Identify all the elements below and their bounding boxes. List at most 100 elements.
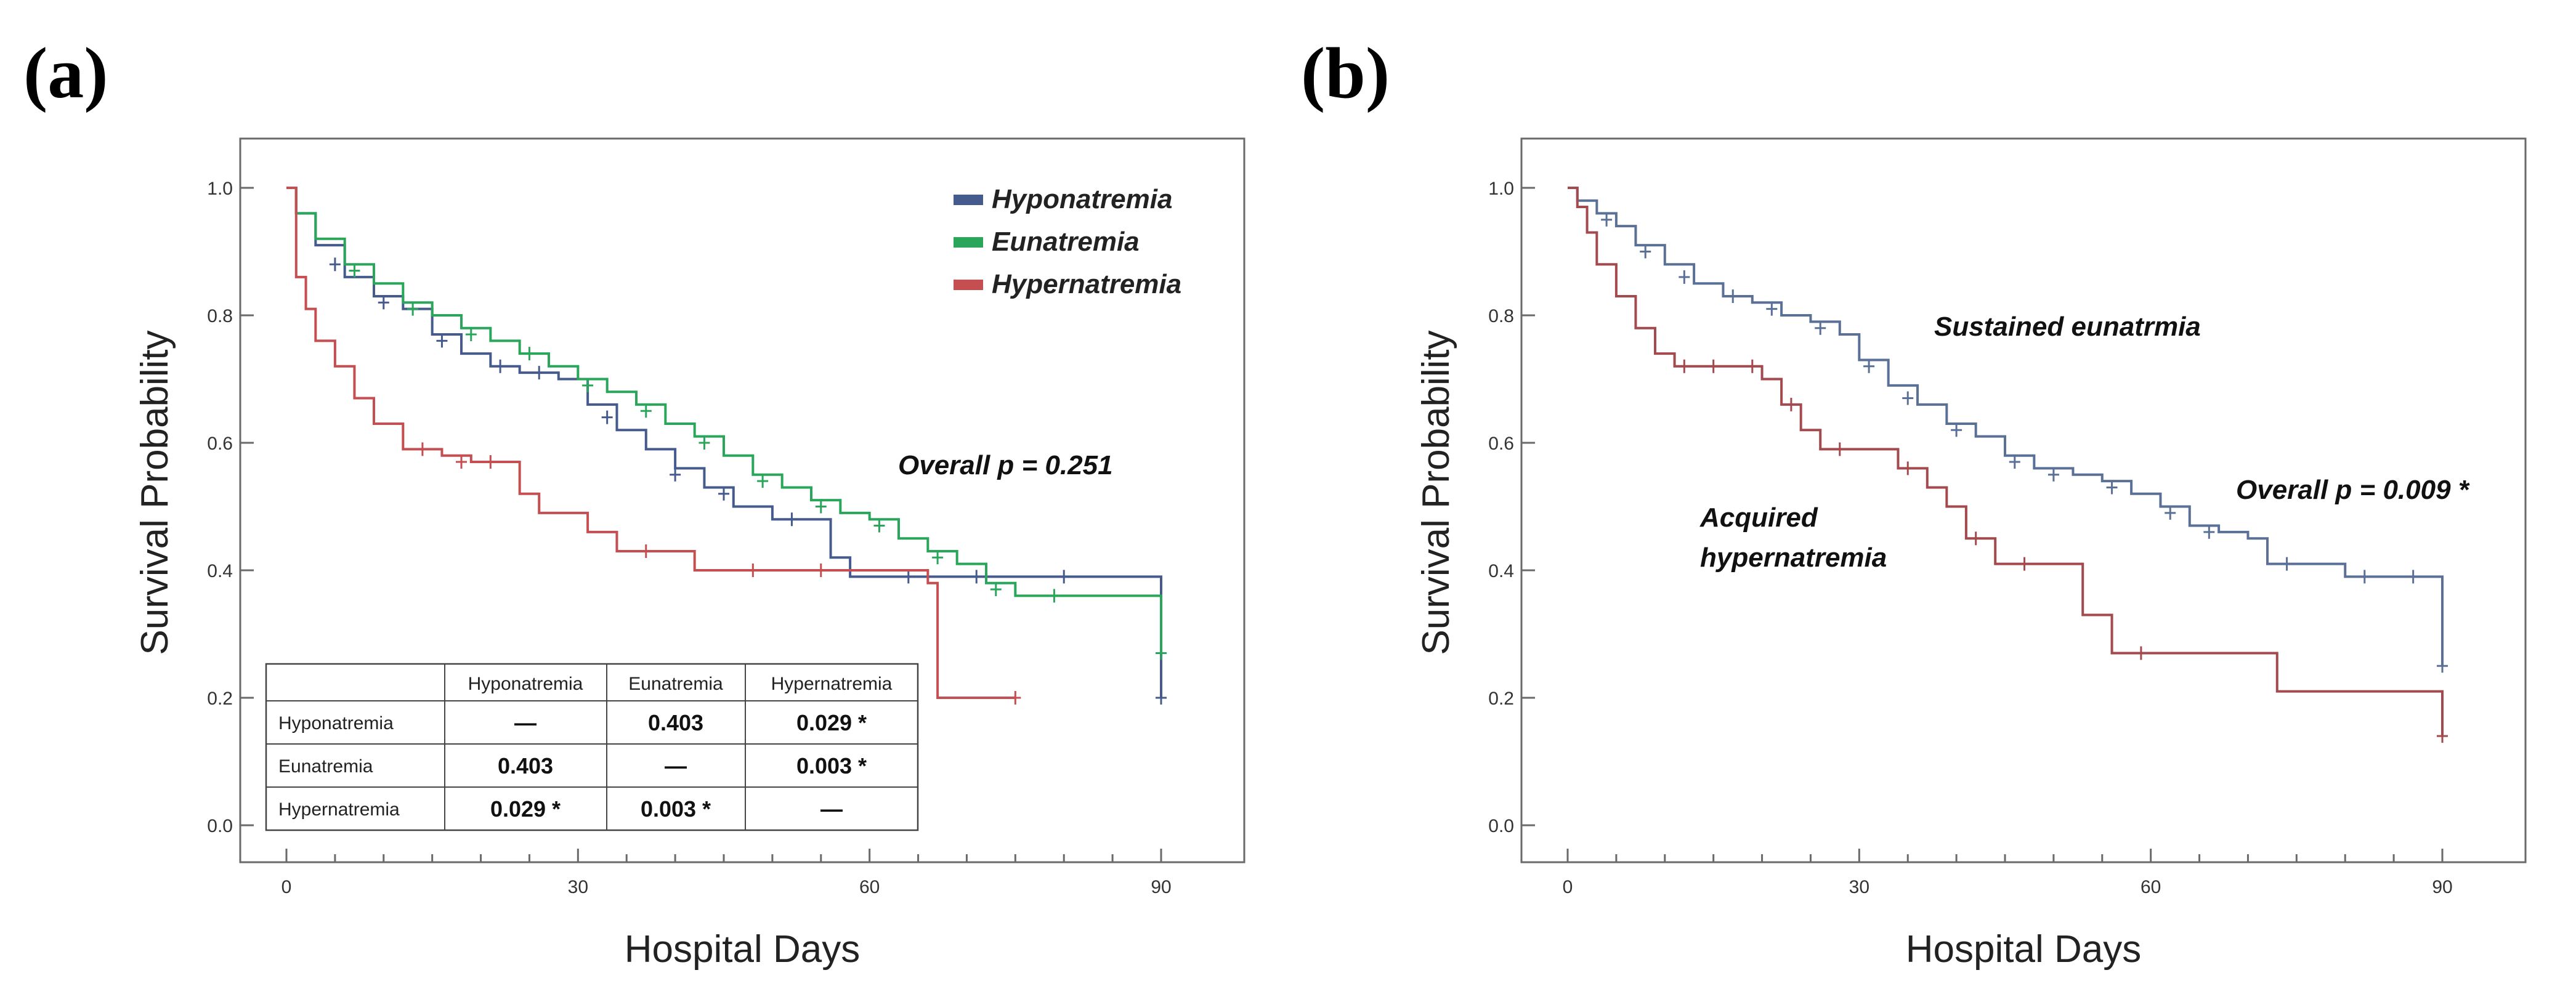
censor-mark-hypernatremia	[416, 442, 428, 456]
table-cell: —	[820, 796, 843, 822]
censor-mark-sustained-eunatrmia	[2009, 455, 2020, 469]
censor-mark-hyponatremia	[971, 570, 982, 584]
legend-label-eunatremia: Eunatremia	[992, 227, 1140, 257]
x-tick-label: 90	[2432, 877, 2452, 897]
censor-mark-eunatremia	[640, 404, 652, 418]
y-tick-label: 1.0	[207, 179, 233, 199]
plot-frame-b	[1520, 137, 2527, 863]
censor-mark-eunatremia	[699, 436, 710, 450]
y-tick-label: 0.4	[1488, 561, 1514, 581]
censor-mark-hyponatremia	[1058, 570, 1070, 584]
censor-mark-hyponatremia	[436, 334, 448, 348]
overall-p-annotation-b: Overall p = 0.009 *	[2236, 475, 2470, 505]
axis-ticks-a: 0.0 0.2 0.4 0.6 0.8 1.0 0 30 60 90	[207, 179, 1171, 897]
censor-mark-hyponatremia	[902, 570, 914, 584]
y-axis-title-a: Survival Probability	[134, 330, 176, 655]
censor-mark-hypernatremia	[747, 564, 759, 577]
censor-mark-acquired-hypernatremia	[1834, 442, 1845, 456]
y-tick-label: 0.2	[1488, 689, 1514, 709]
censor-mark-hyponatremia	[329, 257, 341, 272]
censor-mark-eunatremia	[582, 378, 594, 392]
censor-mark-hyponatremia	[533, 366, 545, 380]
y-tick-label: 0.6	[207, 434, 233, 454]
censor-mark-eunatremia	[815, 499, 827, 514]
y-axis-title-b: Survival Probability	[1415, 330, 1457, 655]
survival-curve-sustained-eunatrmia	[1568, 187, 2444, 666]
censor-mark-eunatremia	[465, 328, 477, 342]
x-tick-label: 0	[281, 877, 292, 897]
censor-mark-acquired-hypernatremia	[1746, 359, 1758, 373]
panel-label-b: (b)	[1301, 33, 1390, 113]
censor-mark-hyponatremia	[495, 359, 506, 373]
censor-mark-hyponatremia	[378, 296, 389, 310]
table-row-label: Hypernatremia	[278, 799, 400, 820]
censor-mark-sustained-eunatrmia	[1951, 423, 1962, 437]
y-tick-label: 0.8	[207, 306, 233, 326]
overall-p-annotation-a: Overall p = 0.251	[898, 450, 1113, 480]
y-tick-label: 0.4	[207, 561, 233, 581]
censor-mark-sustained-eunatrmia	[2281, 557, 2293, 571]
censor-mark-acquired-hypernatremia	[1707, 359, 1719, 373]
survival-curve-acquired-hypernatremia	[1568, 187, 2444, 737]
axis-ticks-b: 0.0 0.2 0.4 0.6 0.8 1.0 0 30 60 90	[1488, 179, 2452, 897]
censor-mark-acquired-hypernatremia	[1902, 461, 1914, 475]
table-row-label: Eunatremia	[278, 756, 373, 777]
censor-mark-sustained-eunatrmia	[1640, 244, 1651, 259]
censor-mark-sustained-eunatrmia	[1902, 391, 1914, 405]
censor-mark-eunatremia	[757, 474, 769, 488]
panel-a: (a) 0.0 0.2 0.4 0.6 0.8 1.0 0 30 60 90 Survival P…	[23, 33, 1245, 971]
legend-swatch-eunatremia	[954, 237, 983, 248]
table-col-header: Hyponatremia	[468, 674, 583, 694]
x-tick-label: 30	[1849, 877, 1869, 897]
x-axis-title-a: Hospital Days	[625, 928, 860, 971]
x-tick-label: 0	[1563, 877, 1573, 897]
censor-mark-acquired-hypernatremia	[2135, 646, 2147, 660]
censor-mark-sustained-eunatrmia	[1727, 289, 1739, 303]
censor-mark-hyponatremia	[1156, 691, 1167, 705]
hypernatremia-annotation: hypernatremia	[1700, 543, 1887, 573]
censor-mark-sustained-eunatrmia	[2359, 570, 2370, 584]
x-tick-label: 60	[2141, 877, 2161, 897]
censor-mark-acquired-hypernatremia	[1785, 397, 1797, 411]
censor-mark-sustained-eunatrmia	[2407, 570, 2419, 584]
sustained-eunatremia-annotation: Sustained eunatrmia	[1934, 312, 2201, 342]
censor-mark-sustained-eunatrmia	[2203, 525, 2215, 539]
censor-mark-hypernatremia	[815, 564, 827, 577]
y-tick-label: 0.0	[207, 816, 233, 836]
pairwise-table: Hyponatremia Eunatremia Hypernatremia Hy…	[265, 663, 919, 831]
x-tick-label: 60	[859, 877, 880, 897]
legend-a: Hyponatremia Eunatremia Hypernatremia	[954, 184, 1181, 299]
legend-label-hypernatremia: Hypernatremia	[992, 269, 1181, 299]
panel-b: (b) 0.0 0.2 0.4 0.6 0.8 1.0 0 30 60 90 Survival P…	[1301, 33, 2527, 971]
table-cell: —	[665, 753, 687, 778]
table-cell: 0.029 *	[796, 710, 867, 735]
censor-mark-hypernatremia	[640, 544, 652, 558]
legend-swatch-hyponatremia	[954, 195, 983, 205]
censor-mark-sustained-eunatrmia	[1815, 321, 1826, 335]
table-cell: 0.403	[498, 753, 553, 778]
y-tick-label: 0.2	[207, 689, 233, 709]
censor-mark-eunatremia	[990, 583, 1002, 597]
y-tick-label: 0.8	[1488, 306, 1514, 326]
censor-mark-eunatremia	[349, 264, 360, 278]
censor-mark-acquired-hypernatremia	[1970, 531, 1982, 546]
censor-mark-sustained-eunatrmia	[1863, 359, 1875, 373]
survival-curve-eunatremia	[286, 187, 1162, 653]
censor-mark-hypernatremia	[456, 455, 467, 469]
censor-mark-hypernatremia	[485, 455, 496, 469]
survival-curves-a	[286, 187, 1167, 705]
y-tick-label: 0.0	[1488, 816, 1514, 836]
table-col-header: Eunatremia	[628, 674, 723, 694]
x-axis-title-b: Hospital Days	[1906, 928, 2141, 971]
y-tick-label: 0.6	[1488, 434, 1514, 454]
survival-curves-b	[1568, 187, 2448, 743]
censor-mark-hypernatremia	[1010, 691, 1021, 705]
censor-mark-sustained-eunatrmia	[2106, 480, 2118, 495]
censor-mark-eunatremia	[932, 551, 944, 565]
censor-mark-eunatremia	[1156, 646, 1167, 660]
table-frame	[265, 663, 919, 831]
censor-mark-eunatremia	[407, 302, 419, 316]
censor-mark-acquired-hypernatremia	[2437, 729, 2448, 743]
acquired-annotation: Acquired	[1699, 503, 1818, 533]
